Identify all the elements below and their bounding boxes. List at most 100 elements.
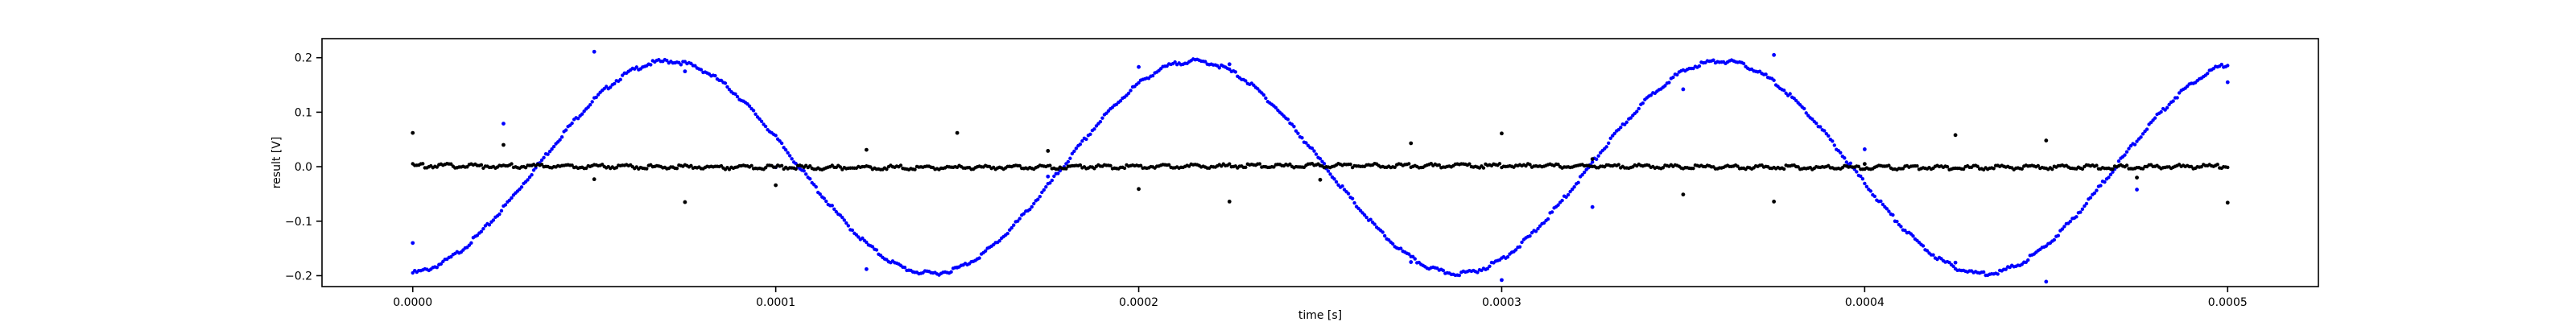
- data-point: [1520, 240, 1524, 245]
- data-point: [2225, 200, 2230, 205]
- data-point: [2124, 150, 2129, 154]
- data-point: [546, 152, 550, 156]
- data-point: [983, 249, 988, 253]
- data-point: [1481, 166, 1486, 170]
- data-point: [584, 166, 588, 171]
- data-point: [840, 215, 844, 220]
- data-point: [1352, 200, 1356, 205]
- data-point: [1887, 209, 1891, 213]
- y-tick-label: 0.1: [295, 106, 312, 119]
- data-point: [830, 204, 834, 208]
- data-point: [1667, 80, 1671, 85]
- data-point: [2060, 227, 2065, 231]
- data-point: [1611, 134, 1615, 138]
- data-point: [1373, 222, 1377, 226]
- data-point: [1772, 78, 1776, 82]
- data-point: [864, 266, 869, 271]
- data-point: [592, 49, 597, 54]
- data-point: [1831, 139, 1835, 143]
- data-point: [1818, 125, 1823, 129]
- data-point: [774, 134, 778, 138]
- data-point: [854, 233, 859, 237]
- data-point: [1098, 119, 1103, 124]
- series-layer: [411, 49, 2230, 284]
- x-tick-label: 0.0001: [756, 296, 795, 309]
- data-point: [2226, 165, 2230, 170]
- data-point: [1094, 124, 1099, 128]
- data-point: [1310, 146, 1315, 151]
- data-point: [1608, 136, 1612, 141]
- data-point: [1891, 213, 1895, 217]
- data-point: [1804, 111, 1808, 115]
- data-point: [542, 155, 546, 159]
- data-point: [592, 177, 597, 182]
- data-point: [634, 65, 638, 69]
- data-point: [834, 209, 838, 214]
- data-point: [1513, 248, 1518, 252]
- data-point: [1173, 60, 1177, 64]
- data-point: [481, 226, 485, 231]
- data-point: [1536, 226, 1540, 231]
- data-point: [539, 163, 544, 167]
- data-point: [749, 163, 753, 168]
- data-point: [1953, 260, 1958, 265]
- data-point: [2044, 244, 2049, 248]
- data-point: [1233, 70, 1237, 74]
- data-point: [1856, 164, 1861, 169]
- data-point: [1005, 231, 1009, 236]
- data-point: [1032, 201, 1036, 206]
- data-point: [582, 109, 586, 114]
- data-point: [645, 167, 649, 171]
- data-point: [1711, 58, 1715, 62]
- data-point: [1129, 89, 1133, 93]
- data-point: [1300, 136, 1304, 140]
- data-point: [1671, 75, 1675, 80]
- data-point: [1228, 67, 1232, 72]
- data-point: [1823, 129, 1827, 133]
- data-point: [1691, 167, 1695, 171]
- data-point: [838, 165, 843, 169]
- data-point: [1772, 200, 1777, 204]
- data-point: [1619, 126, 1623, 130]
- data-point: [2108, 172, 2113, 177]
- data-point: [1839, 151, 1843, 155]
- data-point: [1931, 253, 1935, 257]
- data-point: [2084, 201, 2089, 206]
- data-point: [2107, 175, 2111, 180]
- data-point: [2226, 64, 2230, 68]
- data-point: [1616, 163, 1620, 167]
- data-point: [2052, 237, 2057, 242]
- data-point: [818, 192, 822, 196]
- data-point: [1048, 163, 1052, 167]
- data-point: [1030, 204, 1034, 209]
- data-point: [1566, 192, 1571, 197]
- data-point: [874, 248, 879, 252]
- data-point: [1814, 121, 1818, 126]
- data-point: [1476, 270, 1480, 275]
- data-point: [526, 178, 530, 182]
- data-point: [1138, 163, 1143, 167]
- data-point: [1328, 172, 1332, 176]
- data-point: [1505, 254, 1510, 259]
- data-point: [570, 121, 574, 126]
- data-point: [1078, 142, 1083, 147]
- data-point: [2167, 102, 2171, 107]
- data-point: [1292, 125, 1296, 129]
- data-point: [1052, 174, 1056, 179]
- data-point: [1675, 72, 1679, 77]
- data-point: [2111, 170, 2115, 174]
- data-point: [550, 147, 554, 151]
- data-point: [649, 63, 653, 67]
- data-point: [503, 203, 508, 207]
- data-point: [609, 85, 613, 89]
- data-point: [1560, 198, 1564, 203]
- data-point: [1304, 141, 1308, 145]
- data-point: [1810, 117, 1814, 122]
- data-point: [1100, 116, 1104, 120]
- data-point: [1885, 207, 1889, 211]
- data-point: [1382, 233, 1387, 238]
- data-point: [1356, 206, 1360, 211]
- data-point: [1921, 244, 1926, 248]
- data-point: [1538, 224, 1542, 229]
- axes-frame: [321, 38, 2319, 287]
